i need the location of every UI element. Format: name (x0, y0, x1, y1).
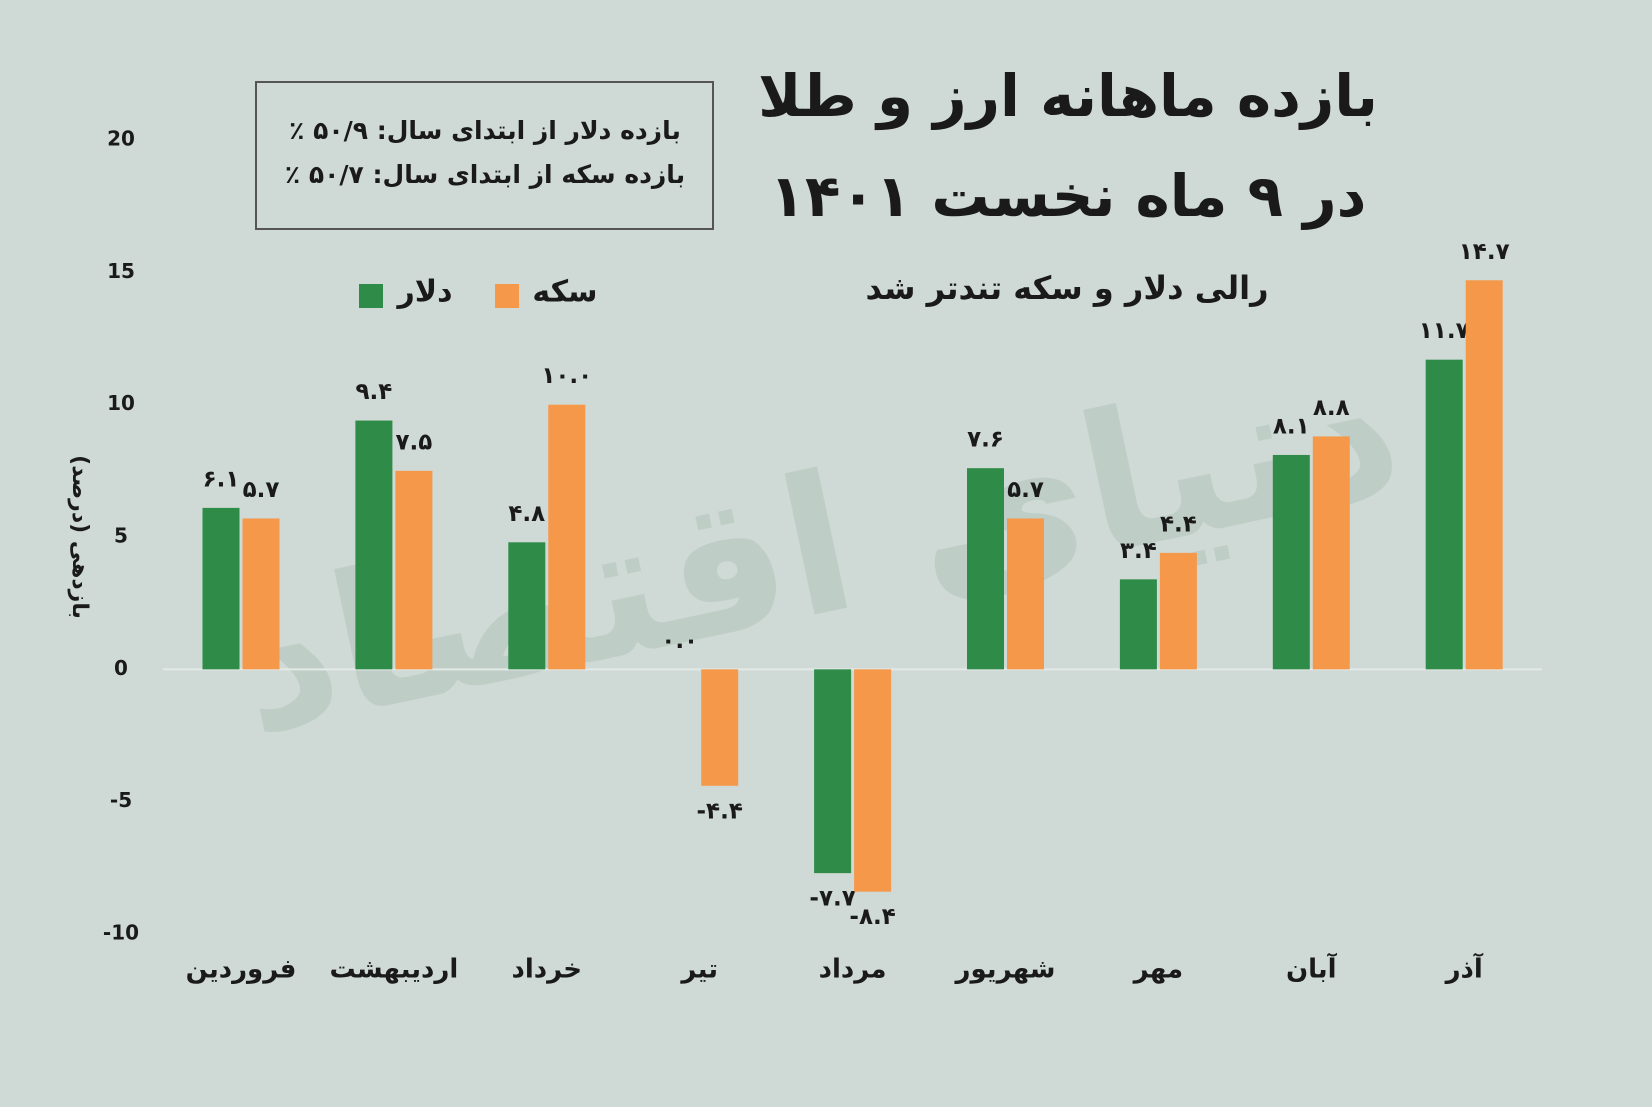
legend-label: سکه (532, 275, 597, 310)
x-tick-label: آذر (1444, 953, 1484, 985)
x-tick-label: اردیبهشت (330, 955, 459, 985)
annotation: بازده سکه از ابتدای سال: ۵۰/۷ ٪ (285, 160, 685, 189)
bar (967, 468, 1004, 670)
x-tick-label: شهریور (954, 955, 1056, 985)
data-label: ۸.۱ (1273, 413, 1310, 439)
legend-swatch (495, 284, 519, 308)
legend-label: دلار (395, 275, 452, 310)
x-tick-label: خرداد (512, 955, 583, 985)
bar (854, 669, 892, 892)
bar (1272, 454, 1310, 670)
data-label: ۵.۷ (1007, 477, 1044, 503)
bar (355, 420, 393, 670)
data-label: ۹.۴ (355, 379, 392, 405)
chart-subtitle: رالی دلار و سکه تندتر شد (866, 269, 1269, 307)
bar (1119, 579, 1157, 670)
bar (202, 507, 240, 670)
bar (1159, 552, 1197, 670)
chart-title: در ۹ ماه نخست ۱۴۰۱ (770, 162, 1367, 230)
data-label: ۸.۸ (1313, 395, 1350, 421)
x-tick-label: تیر (679, 955, 718, 985)
data-label: ۱۰.۰ (541, 363, 592, 389)
chart-title: بازده ماهانه ارز و طلا (758, 62, 1378, 131)
y-tick-label: -10 (103, 921, 139, 945)
y-tick-label: 5 (114, 524, 128, 548)
data-label: ۱۴.۷ (1459, 239, 1510, 265)
data-label: ۱۱.۷ (1419, 318, 1470, 344)
bar (548, 404, 586, 670)
x-tick-label: فروردین (186, 955, 297, 985)
legend-swatch (359, 284, 383, 308)
x-tick-label: مهر (1132, 955, 1183, 985)
annotation-box (255, 81, 714, 230)
y-tick-label: 10 (107, 391, 135, 415)
bar (1425, 359, 1463, 670)
data-label: -۴.۴ (697, 798, 743, 824)
y-axis-label: بازدهی (درصد) (67, 455, 92, 619)
y-tick-label: 15 (107, 259, 135, 283)
data-label: -۸.۴ (849, 904, 895, 930)
data-label: -۷.۷ (809, 886, 855, 912)
x-tick-label: مرداد (819, 955, 887, 985)
bar (1312, 436, 1350, 670)
x-tick-label: آبان (1286, 953, 1338, 985)
data-label: ۴.۸ (508, 501, 545, 527)
data-label: ۴.۴ (1160, 511, 1197, 537)
bar (814, 669, 852, 874)
data-label: ۶.۱ (203, 466, 240, 492)
y-tick-label: 0 (114, 656, 128, 680)
bar (508, 542, 546, 670)
y-tick-label: -5 (110, 788, 132, 812)
data-label: ۰.۰ (661, 628, 698, 654)
data-label: ۷.۵ (395, 429, 432, 455)
bar (242, 518, 280, 670)
data-label: ۵.۷ (243, 477, 280, 503)
data-label: ۳.۴ (1120, 538, 1157, 564)
data-label: ۷.۶ (967, 427, 1004, 453)
annotation: بازده دلار از ابتدای سال: ۵۰/۹ ٪ (289, 116, 681, 145)
bar (701, 669, 739, 786)
bar (395, 470, 433, 670)
y-tick-label: 20 (107, 127, 135, 151)
bar (1465, 280, 1503, 670)
bar (1007, 518, 1044, 670)
